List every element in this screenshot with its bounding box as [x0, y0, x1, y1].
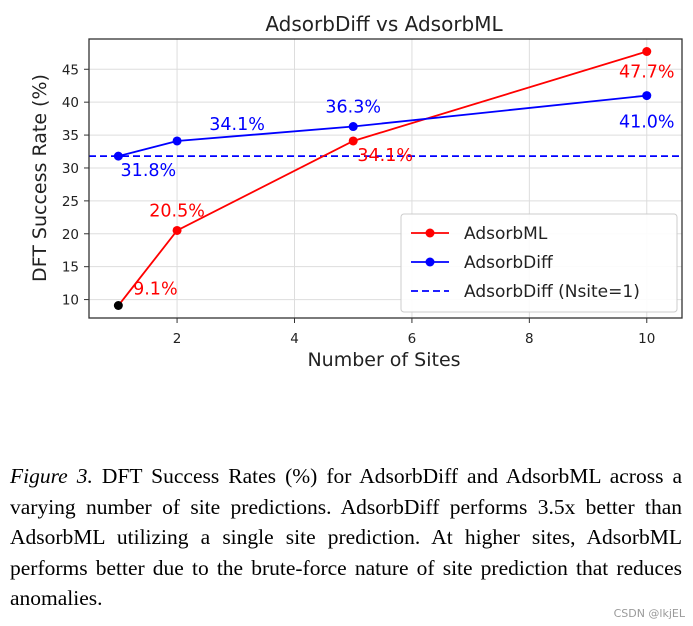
- y-tick-label: 30: [62, 161, 79, 177]
- y-axis-ticks: 10 15 20 25 30 35 40 45: [62, 62, 89, 309]
- y-tick-label: 20: [62, 227, 79, 243]
- series-group: [113, 47, 652, 310]
- x-tick-label: 8: [525, 331, 534, 347]
- data-point-adsorbml: [348, 136, 358, 146]
- x-tick-label: 4: [290, 331, 299, 347]
- caption-label: Figure 3.: [10, 464, 93, 488]
- legend-swatch-marker: [425, 228, 435, 238]
- data-point-adsorbdiff: [642, 91, 652, 101]
- data-point-adsorbml: [642, 47, 652, 57]
- data-label-adsorbml: 9.1%: [133, 279, 177, 299]
- data-point-adsorbdiff: [348, 122, 358, 132]
- figure-caption: Figure 3. DFT Success Rates (%) for Adso…: [10, 461, 682, 614]
- data-label-adsorbml: 20.5%: [149, 201, 205, 221]
- grid-lines: [89, 39, 682, 318]
- y-tick-label: 25: [62, 194, 79, 210]
- data-label-adsorbdiff: 41.0%: [619, 113, 675, 133]
- legend-entry-label: AdsorbML: [464, 224, 548, 244]
- data-point-adsorbml: [172, 225, 182, 235]
- y-tick-label: 45: [62, 62, 79, 78]
- point-labels-group: 9.1% 20.5% 34.1% 47.7% 31.8% 34.1% 36.3% 41.0%: [121, 63, 675, 300]
- x-tick-label: 10: [638, 331, 655, 347]
- legend-box: [400, 213, 678, 313]
- legend-swatch-marker: [425, 257, 435, 267]
- y-tick-label: 40: [62, 95, 79, 111]
- x-tick-label: 6: [408, 331, 417, 347]
- caption-text: DFT Success Rates (%) for AdsorbDiff and…: [10, 464, 683, 610]
- y-tick-label: 35: [62, 128, 79, 144]
- chart-title: AdsorbDiff vs AdsorbML: [265, 12, 503, 36]
- data-label-adsorbml: 47.7%: [619, 63, 675, 83]
- y-axis-label: DFT Success Rate (%): [29, 74, 51, 282]
- series-line-adsorbdiff: [118, 94, 647, 157]
- data-label-adsorbdiff: 34.1%: [209, 115, 265, 135]
- data-point-adsorbdiff: [172, 136, 182, 146]
- data-point-adsorbdiff: [113, 151, 123, 161]
- series-line-adsorbml: [117, 50, 648, 307]
- data-label-adsorbdiff: 31.8%: [121, 161, 177, 181]
- x-axis-label: Number of Sites: [307, 349, 460, 371]
- plot-frame: [88, 38, 683, 319]
- legend-entry-label: AdsorbDiff (Nsite=1): [464, 282, 640, 302]
- y-tick-label: 15: [62, 260, 79, 276]
- x-tick-label: 2: [173, 331, 182, 347]
- data-label-adsorbml: 34.1%: [357, 146, 413, 166]
- x-axis-ticks: 2 4 6 8 10: [173, 318, 655, 347]
- data-point-adsorbml: [113, 300, 123, 310]
- data-label-adsorbdiff: 36.3%: [325, 98, 381, 118]
- legend: AdsorbML AdsorbDiff AdsorbDiff (Nsite=1): [400, 213, 678, 313]
- y-tick-label: 10: [62, 293, 79, 309]
- watermark: CSDN @lkjEL: [613, 607, 685, 620]
- dft-success-chart: 9.1%20.5%34.1%47.7%31.8%34.1%36.3%41.0% …: [29, 12, 683, 371]
- legend-entry-label: AdsorbDiff: [464, 253, 554, 273]
